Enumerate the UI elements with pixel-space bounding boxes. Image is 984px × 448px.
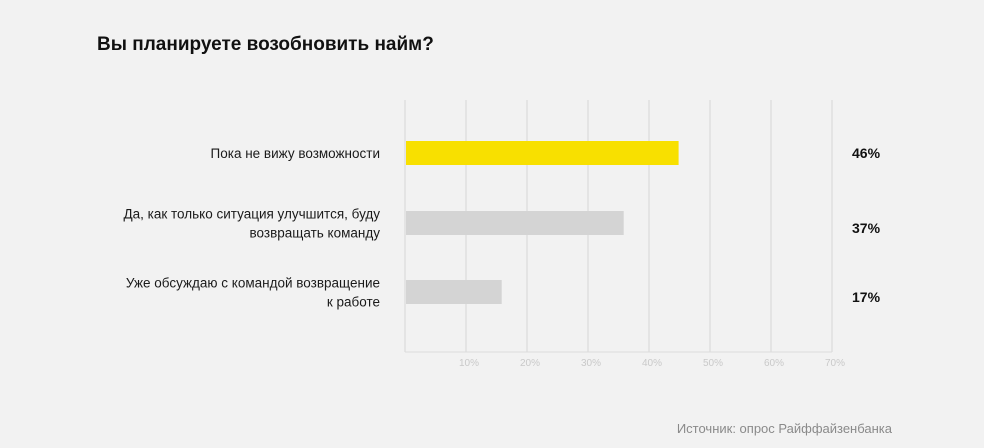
bars <box>406 141 679 304</box>
x-tick-label: 70% <box>825 358 845 369</box>
category-labels: Пока не вижу возможности Да, как только с… <box>124 146 381 310</box>
category-label: Пока не вижу возможности <box>211 146 380 161</box>
x-tick-label: 20% <box>520 358 540 369</box>
chart-title: Вы планируете возобновить найм? <box>97 34 434 55</box>
category-label: Да, как только ситуация улучшится, буду в… <box>124 207 381 241</box>
value-label: 37% <box>852 220 881 236</box>
x-tick-label: 30% <box>581 358 601 369</box>
x-tick-label: 50% <box>703 358 723 369</box>
source-note: Источник: опрос Райффайзенбанка <box>676 421 892 436</box>
bar <box>406 211 624 235</box>
value-label: 46% <box>852 145 881 161</box>
value-labels: 46% 37% 17% <box>852 145 881 305</box>
bar <box>406 141 679 165</box>
x-axis-ticks: 10% 20% 30% 40% 50% 60% 70% <box>459 358 845 369</box>
bar <box>406 280 502 304</box>
category-label: Уже обсуждаю с командой возвращение к раб… <box>126 276 380 310</box>
x-tick-label: 60% <box>764 358 784 369</box>
x-tick-label: 40% <box>642 358 662 369</box>
value-label: 17% <box>852 289 881 305</box>
x-tick-label: 10% <box>459 358 479 369</box>
